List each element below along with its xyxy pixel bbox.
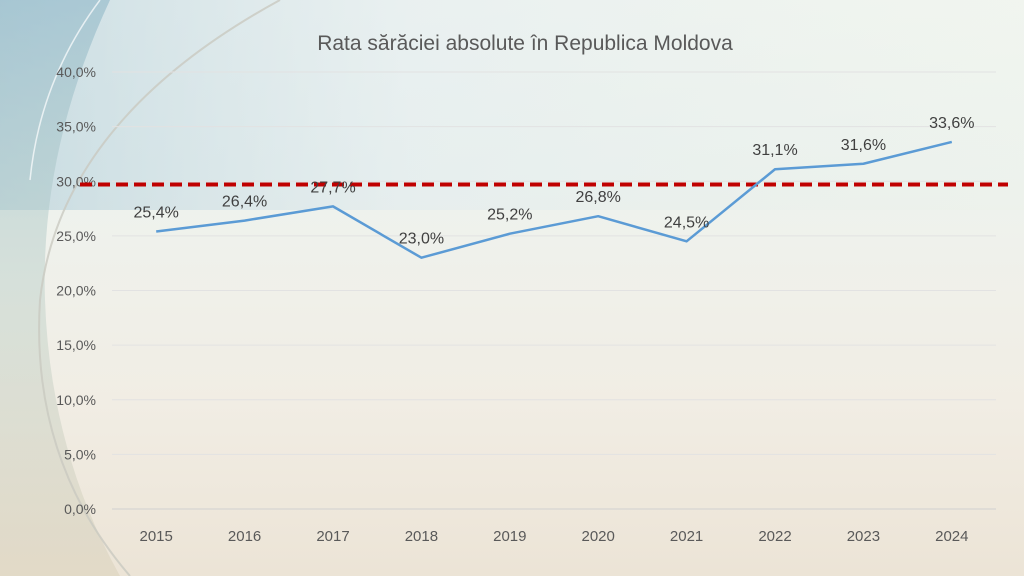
arc-line [38,0,281,576]
y-tick-label: 0,0% [64,501,96,517]
y-tick-label: 40,0% [56,64,96,80]
x-tick-label: 2020 [582,528,615,545]
x-tick-label: 2017 [316,528,349,545]
y-tick-label: 25,0% [56,228,96,244]
y-tick-label: 15,0% [56,337,96,353]
top-band [0,0,1024,210]
series-line [156,140,953,259]
data-label: 31,6% [841,137,886,154]
x-tick-label: 2024 [935,528,968,545]
data-label: 23,0% [399,231,444,248]
data-label: 26,4% [222,194,267,211]
x-tick-label: 2018 [405,528,438,545]
left-swoosh [0,0,120,576]
x-tick-label: 2022 [758,528,791,545]
x-tick-label: 2019 [493,528,526,545]
data-label: 27,7% [310,179,355,196]
x-tick-label: 2021 [670,528,703,545]
data-label: 25,2% [487,207,532,224]
data-label: 31,1% [752,142,797,159]
gridlines [112,71,996,510]
y-axis-ticks: 0,0% 5,0% 10,0% 15,0% 20,0% 25,0% 30,0% 35,0% 40… [56,64,96,517]
x-axis-ticks: 2015 2016 2017 2018 2019 2020 2021 2022 2023 2024 [140,528,969,545]
y-tick-label: 10,0% [56,392,96,408]
data-label: 33,6% [929,115,974,132]
y-tick-label: 20,0% [56,283,96,299]
x-tick-label: 2023 [847,528,880,545]
x-tick-label: 2015 [140,528,173,545]
chart-title: Rata sărăciei absolute în Republica Mold… [317,32,733,55]
arc-line-2 [29,0,101,181]
data-label: 26,8% [576,189,621,206]
y-tick-label: 30,0% [56,173,96,189]
y-tick-label: 35,0% [56,119,96,135]
data-labels: 25,4% 26,4% 27,7% 23,0% 25,2% 26,8% 24,5% 31,1%… [134,115,975,248]
y-tick-label: 5,0% [64,446,96,462]
data-label: 25,4% [134,205,179,222]
data-label: 24,5% [664,214,709,231]
x-tick-label: 2016 [228,528,261,545]
